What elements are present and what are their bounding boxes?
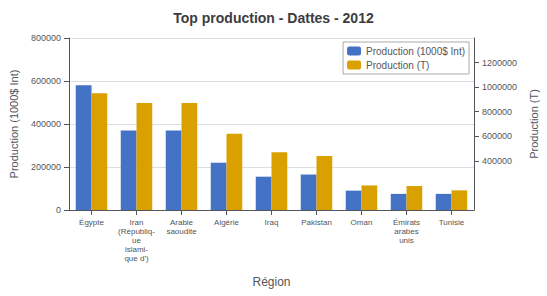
svg-text:Algérie: Algérie	[214, 218, 239, 227]
svg-text:600000: 600000	[31, 76, 61, 86]
svg-text:Arabie: Arabie	[170, 218, 194, 227]
svg-text:200000: 200000	[31, 162, 61, 172]
svg-text:islami-: islami-	[125, 245, 148, 254]
svg-text:Pakistan: Pakistan	[301, 218, 332, 227]
svg-text:(Républiq-: (Républiq-	[118, 227, 155, 236]
svg-text:saoudite: saoudite	[166, 227, 197, 236]
svg-text:arabes: arabes	[394, 227, 418, 236]
svg-text:0: 0	[56, 205, 61, 215]
svg-text:600000: 600000	[482, 131, 512, 141]
svg-text:Production (1000$ Int): Production (1000$ Int)	[366, 46, 465, 57]
svg-text:Production (T): Production (T)	[366, 60, 429, 71]
svg-text:Production (1000$ Int): Production (1000$ Int)	[8, 70, 20, 179]
svg-text:ue: ue	[132, 236, 141, 245]
svg-text:Oman: Oman	[351, 218, 373, 227]
svg-text:Région: Région	[252, 275, 290, 289]
svg-text:Égypte: Égypte	[79, 218, 104, 227]
svg-text:unis: unis	[399, 236, 414, 245]
svg-text:Émirats: Émirats	[393, 218, 420, 227]
svg-text:Iran: Iran	[130, 218, 144, 227]
svg-text:Production (T): Production (T)	[528, 89, 540, 159]
svg-text:1000000: 1000000	[482, 82, 517, 92]
svg-text:Top production - Dattes - 2012: Top production - Dattes - 2012	[173, 10, 374, 26]
svg-text:800000: 800000	[31, 33, 61, 43]
svg-text:800000: 800000	[482, 107, 512, 117]
svg-text:1200000: 1200000	[482, 58, 517, 68]
svg-text:400000: 400000	[31, 119, 61, 129]
svg-text:400000: 400000	[482, 156, 512, 166]
svg-text:Tunisie: Tunisie	[439, 218, 465, 227]
svg-text:que d'): que d')	[124, 254, 149, 263]
svg-text:Iraq: Iraq	[265, 218, 279, 227]
